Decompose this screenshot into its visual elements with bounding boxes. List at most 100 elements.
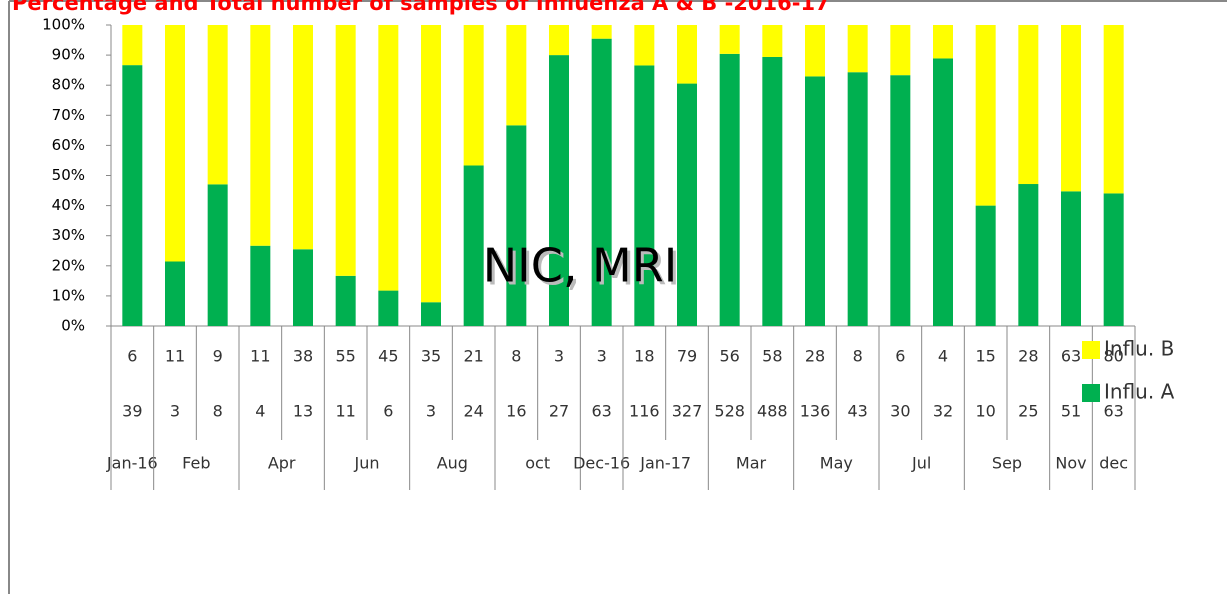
bar-segment [421, 302, 441, 326]
bar-segment [677, 83, 697, 326]
bar-segment [975, 205, 996, 326]
x-tick-label: Aug [437, 454, 468, 473]
bar-segment [719, 53, 740, 327]
bar-segment [506, 125, 527, 326]
legend-swatch [1082, 341, 1100, 359]
bar-segment [378, 290, 399, 326]
y-tick-label: 60% [52, 136, 85, 154]
bar-segment [933, 25, 953, 59]
y-tick-label: 0% [61, 317, 85, 335]
table-cell: 21 [463, 347, 483, 366]
bar-segment [933, 58, 953, 326]
table-cell: 6 [383, 402, 393, 421]
bar-segment [762, 25, 783, 57]
table-cell: 39 [122, 402, 142, 421]
chart-title: Percentage and Total number of samples o… [12, 0, 830, 15]
bar-segment [165, 25, 185, 262]
bar-segment [1103, 25, 1124, 194]
x-tick-label: dec [1099, 454, 1128, 473]
table-cell: 15 [975, 347, 995, 366]
y-tick-label: 80% [52, 76, 85, 94]
table-cell: 38 [293, 347, 313, 366]
table-cell: 4 [938, 347, 948, 366]
table-cell: 10 [975, 402, 995, 421]
bar-segment [378, 25, 399, 291]
bar-segment [975, 25, 996, 206]
table-cell: 58 [762, 347, 782, 366]
bar-segment [549, 25, 569, 56]
y-tick-label: 40% [52, 196, 85, 214]
x-tick-label: Jan-17 [639, 454, 691, 473]
bar-segment [634, 25, 655, 66]
table-cell: 6 [127, 347, 137, 366]
bar-segment [805, 25, 825, 77]
table-cell: 45 [378, 347, 398, 366]
table-cell: 136 [800, 402, 831, 421]
bar-segment [293, 25, 313, 250]
x-tick-label: Mar [736, 454, 767, 473]
y-tick-label: 10% [52, 286, 85, 304]
x-tick-label: Nov [1055, 454, 1086, 473]
table-cell: 25 [1018, 402, 1038, 421]
bar-segment [122, 65, 143, 326]
bar-segment [1061, 25, 1081, 192]
table-cell: 8 [213, 402, 223, 421]
bar-segment [122, 25, 143, 66]
y-tick-label: 20% [52, 256, 85, 274]
bar-segment [762, 56, 783, 326]
bar-segment [1103, 193, 1124, 326]
table-cell: 43 [847, 402, 867, 421]
table-cell: 3 [554, 347, 564, 366]
table-cell: 63 [591, 402, 611, 421]
legend-swatch [1082, 384, 1100, 402]
bar-segment [335, 275, 356, 326]
table-cell: 80 [1103, 347, 1123, 366]
bar-segment [250, 25, 271, 246]
table-cell: 11 [335, 402, 355, 421]
x-tick-label: Jan-16 [106, 454, 158, 473]
table-cell: 27 [549, 402, 569, 421]
table-cell: 79 [677, 347, 697, 366]
table-cell: 63 [1103, 402, 1123, 421]
bar-segment [677, 25, 697, 84]
table-cell: 327 [672, 402, 703, 421]
bar-segment [847, 72, 868, 326]
bar-segment [805, 76, 825, 326]
table-cell: 8 [511, 347, 521, 366]
bar-segment [250, 245, 271, 326]
x-tick-label: May [820, 454, 853, 473]
annotation: NIC, MRI [483, 239, 678, 293]
bar-segment [634, 65, 655, 327]
bar-segment [421, 25, 441, 303]
table-cell: 32 [933, 402, 953, 421]
table-cell: 4 [255, 402, 265, 421]
legend-label: Influ. B [1104, 337, 1174, 361]
table-cell: 8 [853, 347, 863, 366]
x-tick-label: Sep [992, 454, 1022, 473]
table-cell: 24 [463, 402, 483, 421]
bar-segment [1061, 191, 1081, 326]
table-cell: 51 [1061, 402, 1081, 421]
table-cell: 35 [421, 347, 441, 366]
y-tick-label: 90% [52, 46, 85, 64]
table-cell: 528 [714, 402, 745, 421]
table-cell: 28 [1018, 347, 1038, 366]
table-cell: 116 [629, 402, 660, 421]
bar-segment [549, 55, 569, 326]
bar-segment [719, 25, 740, 54]
y-tick-label: 100% [42, 16, 85, 34]
bar-segment [591, 25, 612, 39]
y-tick-label: 70% [52, 106, 85, 124]
x-tick-label: oct [525, 454, 550, 473]
table-cell: 6 [895, 347, 905, 366]
bar-segment [293, 249, 313, 326]
table-cell: 3 [426, 402, 436, 421]
table-cell: 18 [634, 347, 654, 366]
x-tick-label: Jun [354, 454, 380, 473]
x-tick-label: Dec-16 [573, 454, 630, 473]
y-tick-label: 30% [52, 226, 85, 244]
x-tick-label: Apr [268, 454, 296, 473]
bar-segment [335, 25, 356, 276]
table-cell: 11 [250, 347, 270, 366]
